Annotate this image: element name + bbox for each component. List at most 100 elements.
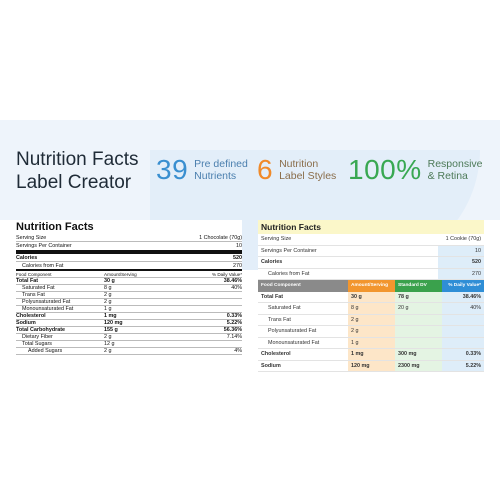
table-row: Trans Fat 2 g: [16, 292, 242, 299]
nutrient-name: Cholesterol: [261, 351, 291, 358]
nutrient-name: Saturated Fat: [22, 285, 55, 291]
row-label: Serving Size: [261, 236, 292, 243]
calories-fat-row: Calories from Fat 270: [16, 262, 242, 269]
table-row: Polyunsaturated Fat 2 g: [16, 299, 242, 306]
divider-thick: [16, 250, 242, 254]
nutrient-name: Saturated Fat: [268, 305, 301, 312]
stat-number: 39: [156, 154, 189, 185]
nutrient-dv: 7.14%: [226, 334, 242, 340]
stat-label: Responsive & Retina: [428, 158, 483, 183]
nutrition-label-classic: Nutrition Facts Serving Size 1 Chocolate…: [16, 220, 242, 355]
label-title: Nutrition Facts: [16, 221, 94, 233]
stat-label-line-1: Nutrition: [279, 157, 319, 170]
nutrient-name: Trans Fat: [268, 316, 291, 323]
nutrient-amount: 2 g: [104, 348, 112, 354]
servings-row: Servings Per Container 10: [16, 242, 242, 249]
table-row: Cholesterol 1 mg 0.33%: [16, 313, 242, 320]
stat-responsive: 100% Responsive & Retina: [348, 154, 483, 186]
nutrient-dv: 0.33%: [442, 349, 484, 360]
nutrient-name: Total Sugars: [22, 341, 52, 347]
nutrient-amount: 2 g: [104, 334, 112, 340]
stat-label-line-1: Responsive: [427, 157, 483, 170]
nutrient-name: Cholesterol: [16, 313, 46, 319]
nutrient-amount: 1 g: [348, 337, 395, 348]
nutrient-amount: 2 g: [348, 314, 395, 325]
column-header: Food Component: [258, 280, 348, 292]
nutrient-standard-dv: 20 g: [395, 303, 442, 314]
calories-row: Calories 520: [258, 257, 484, 269]
nutrient-rows: Total Fat 30 g 38.46% Saturated Fat 8 g 40% Tr…: [16, 278, 242, 355]
stat-label-line-2: Nutrients: [194, 170, 237, 182]
row-label: Calories from Fat: [22, 262, 64, 269]
nutrient-amount: 155 g: [104, 327, 118, 333]
stat-label-line-1: Pre defined: [194, 157, 248, 170]
calories-row: Calories 520: [16, 255, 242, 262]
divider-medium: [16, 269, 242, 271]
row-label: Calories from Fat: [268, 270, 310, 277]
table-row: Total Fat 30 g 38.46%: [16, 278, 242, 285]
table-row: Cholesterol 1 mg 300 mg 0.33%: [258, 349, 484, 361]
page-title: Nutrition Facts Label Creator: [16, 148, 138, 194]
nutrient-dv: 56.36%: [223, 327, 242, 333]
stat-number: 6: [257, 154, 274, 185]
nutrient-name: Added Sugars: [28, 348, 63, 354]
nutrient-dv: 38.46%: [223, 278, 242, 284]
nutrient-name: Total Fat: [261, 293, 284, 300]
stat-number: 100%: [348, 154, 422, 185]
table-row: Total Sugars 12 g: [16, 341, 242, 348]
stat-label: Nutrition Label Styles: [279, 158, 336, 183]
nutrient-dv: 40%: [442, 303, 484, 314]
nutrient-amount: 2 g: [104, 292, 112, 298]
row-value: 10: [236, 242, 242, 249]
nutrient-standard-dv: 300 mg: [395, 349, 442, 360]
nutrient-name: Monounsaturated Fat: [268, 339, 320, 346]
nutrient-amount: 2 g: [104, 299, 112, 305]
nutrient-amount: 30 g: [104, 278, 115, 284]
title-line-1: Nutrition Facts: [16, 149, 139, 170]
row-label: Calories: [16, 255, 38, 261]
nutrient-amount: 120 mg: [104, 320, 123, 326]
table-row: Saturated Fat 8 g 40%: [16, 285, 242, 292]
row-label: Servings Per Container: [261, 247, 317, 254]
nutrient-standard-dv: [395, 326, 442, 337]
nutrient-standard-dv: [395, 314, 442, 325]
row-value: 520: [233, 255, 242, 261]
column-header: % Daily Value*: [442, 280, 484, 292]
nutrient-name: Sodium: [16, 320, 36, 326]
nutrient-standard-dv: 78 g: [395, 291, 442, 302]
table-row: Saturated Fat 8 g 20 g 40%: [258, 303, 484, 315]
table-row: Sodium 120 mg 5.22%: [16, 320, 242, 327]
nutrient-name: Monounsaturated Fat: [22, 306, 74, 312]
stat-label-line-2: & Retina: [427, 170, 468, 182]
column-header: Amount/Serving: [348, 280, 395, 292]
nutrient-name: Dietary Fiber: [22, 334, 53, 340]
column-header: Food Component: [16, 271, 52, 277]
nutrient-name: Sodium: [261, 362, 281, 369]
table-row: Trans Fat 2 g: [258, 314, 484, 326]
column-header: Amount/Serving: [104, 271, 137, 277]
table-row: Added Sugars 2 g 4%: [16, 348, 242, 355]
nutrient-standard-dv: [395, 337, 442, 348]
nutrient-name: Trans Fat: [22, 292, 45, 298]
nutrient-dv: 5.22%: [226, 320, 242, 326]
serving-size-row: Serving Size 1 Cookie (70g): [258, 234, 484, 246]
table-header: Food Component Amount/Serving % Daily Va…: [16, 271, 242, 278]
title-line-2: Label Creator: [16, 172, 132, 193]
table-row: Monounsaturated Fat 1 g: [16, 306, 242, 313]
stat-label-styles: 6 Nutrition Label Styles: [257, 154, 336, 186]
nutrient-amount: 120 mg: [348, 360, 395, 371]
nutrient-amount: 8 g: [104, 285, 112, 291]
nutrient-dv: 4%: [234, 348, 242, 354]
nutrient-dv: [442, 314, 484, 325]
stat-label-line-2: Label Styles: [279, 170, 337, 182]
nutrient-amount: 1 g: [104, 306, 112, 312]
row-value: 270: [438, 268, 484, 279]
column-header: % Daily Value*: [211, 271, 242, 277]
nutrient-dv: [442, 326, 484, 337]
serving-size-row: Serving Size 1 Chocolate (70g): [16, 235, 242, 242]
table-header: Food Component Amount/Serving Standard D…: [258, 280, 484, 292]
label-title: Nutrition Facts: [258, 220, 484, 234]
nutrient-name: Total Fat: [16, 278, 39, 284]
row-label: Calories: [261, 259, 283, 266]
